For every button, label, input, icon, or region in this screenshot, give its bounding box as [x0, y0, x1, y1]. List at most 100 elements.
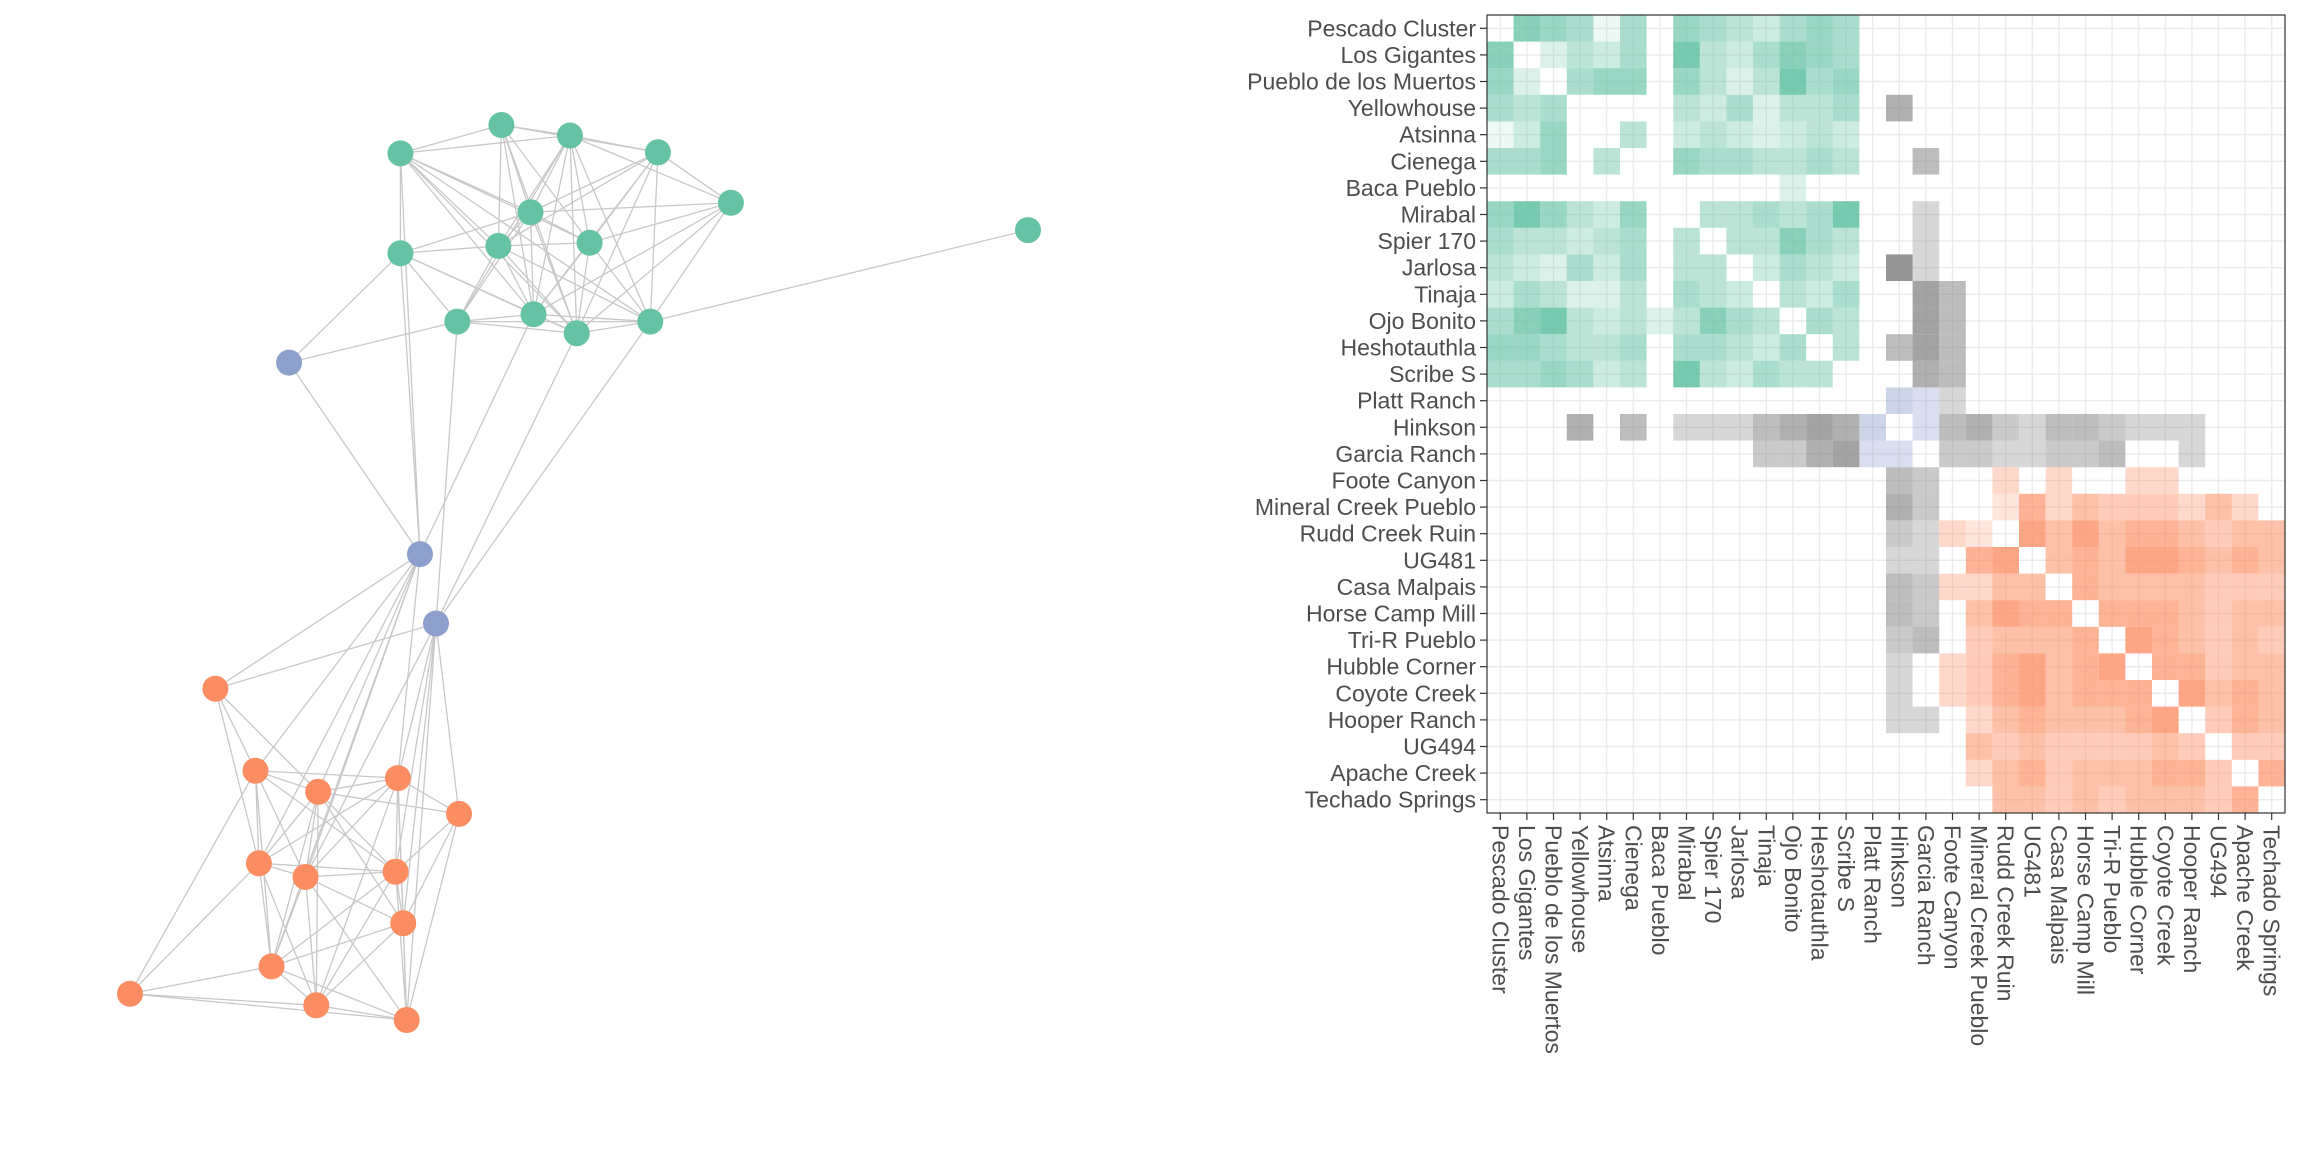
heatmap-cell	[2178, 680, 2206, 707]
network-edge	[500, 124, 578, 334]
heatmap-cell	[1779, 94, 1807, 122]
network-node	[576, 229, 603, 256]
heatmap-cell	[2178, 573, 2206, 601]
network-edge	[304, 623, 437, 878]
heatmap-cell	[2152, 786, 2179, 813]
network-edge	[399, 152, 535, 315]
heatmap-cell	[1487, 41, 1514, 69]
y-tick-label: Jarlosa	[1402, 255, 1476, 281]
heatmap-cell	[1699, 201, 1727, 228]
y-tick-label: Rudd Creek Ruin	[1300, 521, 1476, 547]
network-node	[444, 308, 471, 335]
heatmap-border	[1486, 14, 2286, 814]
heatmap-cell	[2098, 786, 2126, 813]
heatmap-cell	[1965, 440, 1993, 468]
heatmap-cell	[2125, 467, 2152, 494]
x-tick-label: Scribe S	[1833, 825, 1859, 912]
heatmap-cell	[1806, 41, 1833, 69]
heatmap-cell	[1673, 334, 1700, 361]
network-node	[406, 541, 433, 568]
heatmap-cell	[1726, 307, 1753, 335]
heatmap-cell	[2098, 414, 2126, 441]
network-node	[382, 858, 409, 885]
heatmap-cell	[1939, 573, 1966, 601]
heatmap-cell	[1912, 626, 1940, 654]
heatmap-cell	[1726, 281, 1753, 308]
heatmap-cell	[1806, 281, 1833, 308]
heatmap-cell	[1753, 440, 1780, 468]
heatmap-cell	[2098, 573, 2126, 601]
heatmap-cell	[2072, 520, 2099, 547]
network-edge	[255, 770, 398, 779]
heatmap-cell	[1832, 414, 1860, 441]
heatmap-cell	[1673, 360, 1700, 388]
heatmap-cell	[1673, 121, 1700, 148]
heatmap-cell	[1806, 94, 1833, 122]
heatmap-cell	[1886, 387, 1913, 414]
heatmap-cell	[1699, 94, 1727, 122]
heatmap-cell	[1779, 360, 1807, 388]
heatmap-cell	[2045, 440, 2073, 468]
y-tick-label: Pueblo de los Muertos	[1247, 69, 1476, 95]
heatmap-cell	[1753, 227, 1780, 255]
network-edge	[305, 876, 404, 924]
heatmap-cell	[1912, 520, 1940, 547]
x-tick-label: Hinkson	[1886, 825, 1912, 908]
heatmap-cell	[1832, 227, 1860, 255]
network-edge	[569, 135, 651, 322]
network-node	[292, 863, 319, 890]
heatmap-cell	[1699, 148, 1727, 175]
heatmap-cell	[2098, 653, 2126, 680]
heatmap-cell	[2231, 680, 2259, 707]
heatmap-cell	[2125, 680, 2152, 707]
heatmap-cell	[2205, 706, 2232, 734]
network-edge	[435, 332, 578, 624]
network-edge	[406, 623, 437, 1021]
heatmap-cell	[1939, 281, 1966, 308]
network-edge	[529, 135, 571, 213]
heatmap-cell	[1992, 626, 2019, 654]
x-tick-label: Mirabal	[1674, 825, 1700, 900]
heatmap-cell	[1726, 414, 1753, 441]
network-node	[387, 240, 414, 267]
heatmap-cell	[2019, 733, 2046, 760]
x-tick-label: Hubble Corner	[2126, 825, 2152, 975]
network-edge	[456, 245, 499, 322]
heatmap-cell	[1620, 41, 1647, 69]
heatmap-cell	[1620, 414, 1647, 441]
heatmap-cell	[1566, 68, 1594, 95]
heatmap-cell	[1912, 360, 1940, 388]
heatmap-cell	[2045, 520, 2073, 547]
network-edge	[258, 862, 396, 873]
network-edge	[129, 993, 317, 1006]
heatmap-cell	[2178, 493, 2206, 521]
network-graph	[117, 112, 1041, 1033]
heatmap-cell	[1939, 360, 1966, 388]
y-tick-label: Ojo Bonito	[1369, 308, 1476, 334]
heatmap-cell	[1673, 281, 1700, 308]
heatmap-cell	[1992, 786, 2019, 813]
heatmap-cell	[1540, 148, 1567, 175]
heatmap-cell	[1513, 15, 1541, 42]
heatmap-cell	[2178, 759, 2206, 787]
network-edge	[650, 229, 1029, 323]
heatmap-cell	[2152, 653, 2179, 680]
heatmap-cell	[2152, 493, 2179, 521]
heatmap-cell	[1779, 174, 1807, 202]
network-node	[517, 199, 544, 226]
heatmap-cell	[2152, 733, 2179, 760]
heatmap-cell	[2178, 653, 2206, 680]
network-node	[305, 778, 332, 805]
heatmap-cell	[1832, 307, 1860, 335]
heatmap-cell	[2098, 600, 2126, 627]
heatmap-cell	[2019, 786, 2046, 813]
heatmap-cell	[1487, 121, 1514, 148]
network-edge	[258, 777, 399, 864]
heatmap-cell	[2258, 520, 2285, 547]
x-tick-label: Spier 170	[1700, 825, 1726, 923]
heatmap-cell	[1646, 307, 1674, 335]
heatmap-cell	[2098, 706, 2126, 734]
heatmap-cell	[1513, 281, 1541, 308]
heatmap-cell	[1726, 334, 1753, 361]
network-node	[446, 800, 473, 827]
